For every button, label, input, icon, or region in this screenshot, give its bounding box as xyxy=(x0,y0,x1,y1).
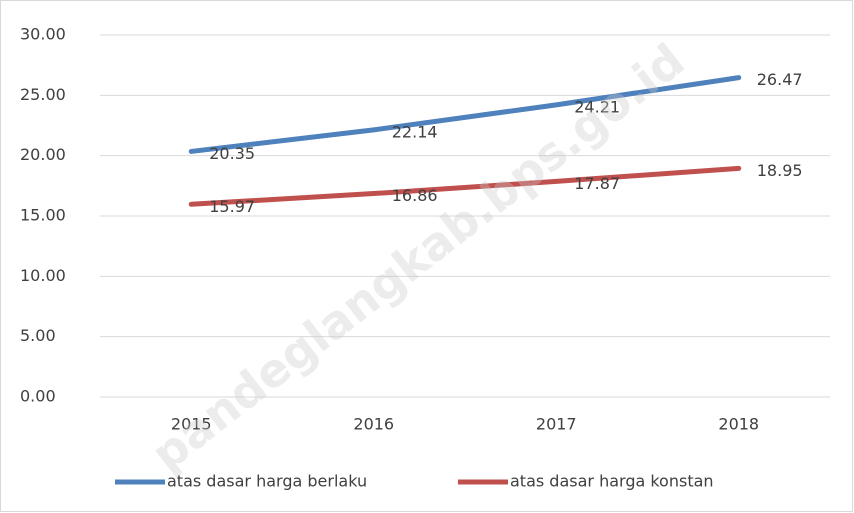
data-label: 22.14 xyxy=(392,122,438,141)
x-tick-label: 2018 xyxy=(718,415,759,434)
data-label: 16.86 xyxy=(392,186,438,205)
y-tick-label: 25.00 xyxy=(20,85,66,104)
y-tick-label: 10.00 xyxy=(20,266,66,285)
y-tick-label: 30.00 xyxy=(20,25,66,44)
y-tick-label: 15.00 xyxy=(20,206,66,225)
data-label: 26.47 xyxy=(757,70,803,89)
legend-label: atas dasar harga konstan xyxy=(510,472,714,491)
data-label: 15.97 xyxy=(209,197,255,216)
legend-label: atas dasar harga berlaku xyxy=(167,472,367,491)
x-tick-label: 2017 xyxy=(536,415,577,434)
y-tick-label: 5.00 xyxy=(20,326,56,345)
x-tick-label: 2015 xyxy=(171,415,212,434)
line-series xyxy=(188,75,742,154)
data-label: 20.35 xyxy=(209,144,255,163)
y-tick-label: 0.00 xyxy=(20,387,56,406)
data-label: 24.21 xyxy=(574,97,620,116)
line-series xyxy=(188,165,742,207)
data-label: 17.87 xyxy=(574,174,620,193)
y-tick-label: 20.00 xyxy=(20,145,66,164)
data-label: 18.95 xyxy=(757,161,803,180)
x-tick-label: 2016 xyxy=(353,415,394,434)
